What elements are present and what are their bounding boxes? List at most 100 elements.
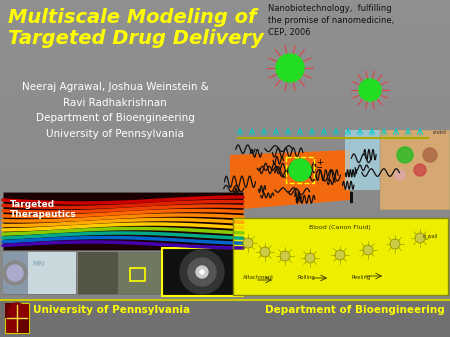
Bar bbox=[0, 234, 450, 235]
Bar bbox=[0, 220, 450, 221]
Bar bbox=[0, 79, 450, 80]
Bar bbox=[0, 255, 450, 256]
Bar bbox=[0, 269, 450, 270]
Bar bbox=[0, 63, 450, 64]
Bar bbox=[0, 166, 450, 167]
Bar bbox=[0, 24, 450, 25]
Bar bbox=[0, 163, 450, 164]
Circle shape bbox=[390, 239, 400, 249]
Bar bbox=[0, 226, 450, 227]
Circle shape bbox=[7, 265, 23, 281]
Bar bbox=[0, 291, 450, 292]
Bar bbox=[0, 58, 450, 59]
Bar bbox=[0, 216, 450, 217]
Bar bbox=[0, 126, 450, 127]
Bar bbox=[0, 334, 450, 335]
Bar bbox=[0, 143, 450, 144]
Bar bbox=[0, 241, 450, 242]
Bar bbox=[0, 22, 450, 23]
Circle shape bbox=[395, 170, 405, 180]
Bar bbox=[0, 97, 450, 98]
Bar bbox=[0, 333, 450, 334]
Bar bbox=[0, 146, 450, 147]
Bar bbox=[0, 262, 450, 263]
Circle shape bbox=[280, 251, 290, 261]
Bar bbox=[0, 171, 450, 172]
Bar bbox=[0, 228, 450, 229]
Bar bbox=[0, 15, 450, 16]
Bar bbox=[0, 86, 450, 87]
Bar bbox=[0, 33, 450, 34]
Bar bbox=[0, 198, 450, 199]
Bar bbox=[0, 191, 450, 192]
Bar bbox=[0, 195, 450, 196]
Bar bbox=[0, 114, 450, 115]
Bar bbox=[3, 192, 243, 250]
Bar bbox=[0, 251, 450, 252]
Circle shape bbox=[9, 303, 25, 319]
Bar bbox=[0, 41, 450, 42]
Text: Peeling: Peeling bbox=[352, 275, 371, 280]
Bar bbox=[0, 108, 450, 109]
Bar bbox=[0, 107, 450, 108]
Bar bbox=[0, 282, 450, 283]
Bar bbox=[0, 137, 450, 138]
Bar bbox=[0, 142, 450, 143]
Bar bbox=[0, 84, 450, 85]
Bar bbox=[0, 292, 450, 293]
Bar bbox=[0, 85, 450, 86]
Bar bbox=[0, 206, 450, 207]
Bar bbox=[0, 247, 450, 248]
Text: +: + bbox=[316, 158, 323, 167]
Bar bbox=[0, 32, 450, 33]
Bar bbox=[0, 96, 450, 97]
Bar bbox=[0, 187, 450, 188]
Bar bbox=[0, 257, 450, 258]
Bar bbox=[0, 178, 450, 179]
Bar bbox=[0, 144, 450, 145]
Bar bbox=[0, 319, 450, 320]
Bar bbox=[0, 4, 450, 5]
Bar bbox=[0, 212, 450, 213]
Bar bbox=[0, 98, 450, 99]
Bar bbox=[130, 268, 145, 281]
Bar bbox=[0, 306, 450, 307]
Bar bbox=[0, 264, 450, 265]
Bar bbox=[0, 83, 450, 84]
Bar bbox=[0, 332, 450, 333]
Bar bbox=[0, 193, 450, 194]
Bar bbox=[0, 313, 450, 314]
Bar bbox=[0, 197, 450, 198]
Bar bbox=[0, 34, 450, 35]
Bar bbox=[0, 81, 450, 82]
Circle shape bbox=[359, 79, 381, 101]
Bar bbox=[5, 303, 17, 318]
Bar bbox=[0, 267, 450, 268]
Bar bbox=[0, 240, 450, 241]
Bar bbox=[0, 275, 450, 276]
Bar bbox=[0, 301, 450, 302]
Bar bbox=[0, 88, 450, 89]
Bar bbox=[0, 244, 450, 245]
Bar bbox=[0, 7, 450, 8]
Bar bbox=[0, 30, 450, 31]
Bar bbox=[0, 42, 450, 43]
Bar bbox=[0, 80, 450, 81]
Bar bbox=[0, 54, 450, 55]
Bar bbox=[0, 124, 450, 125]
Bar bbox=[0, 116, 450, 117]
Bar bbox=[0, 329, 450, 330]
Bar bbox=[0, 185, 450, 186]
Bar bbox=[0, 71, 450, 72]
Bar bbox=[0, 11, 450, 12]
Bar bbox=[0, 27, 450, 28]
Bar bbox=[0, 227, 450, 228]
Bar bbox=[0, 303, 450, 304]
Bar bbox=[3, 252, 76, 294]
Bar bbox=[0, 289, 450, 290]
Bar bbox=[0, 109, 450, 110]
Bar bbox=[0, 203, 450, 204]
Bar bbox=[0, 13, 450, 14]
Bar bbox=[0, 239, 450, 240]
Bar bbox=[0, 50, 450, 51]
